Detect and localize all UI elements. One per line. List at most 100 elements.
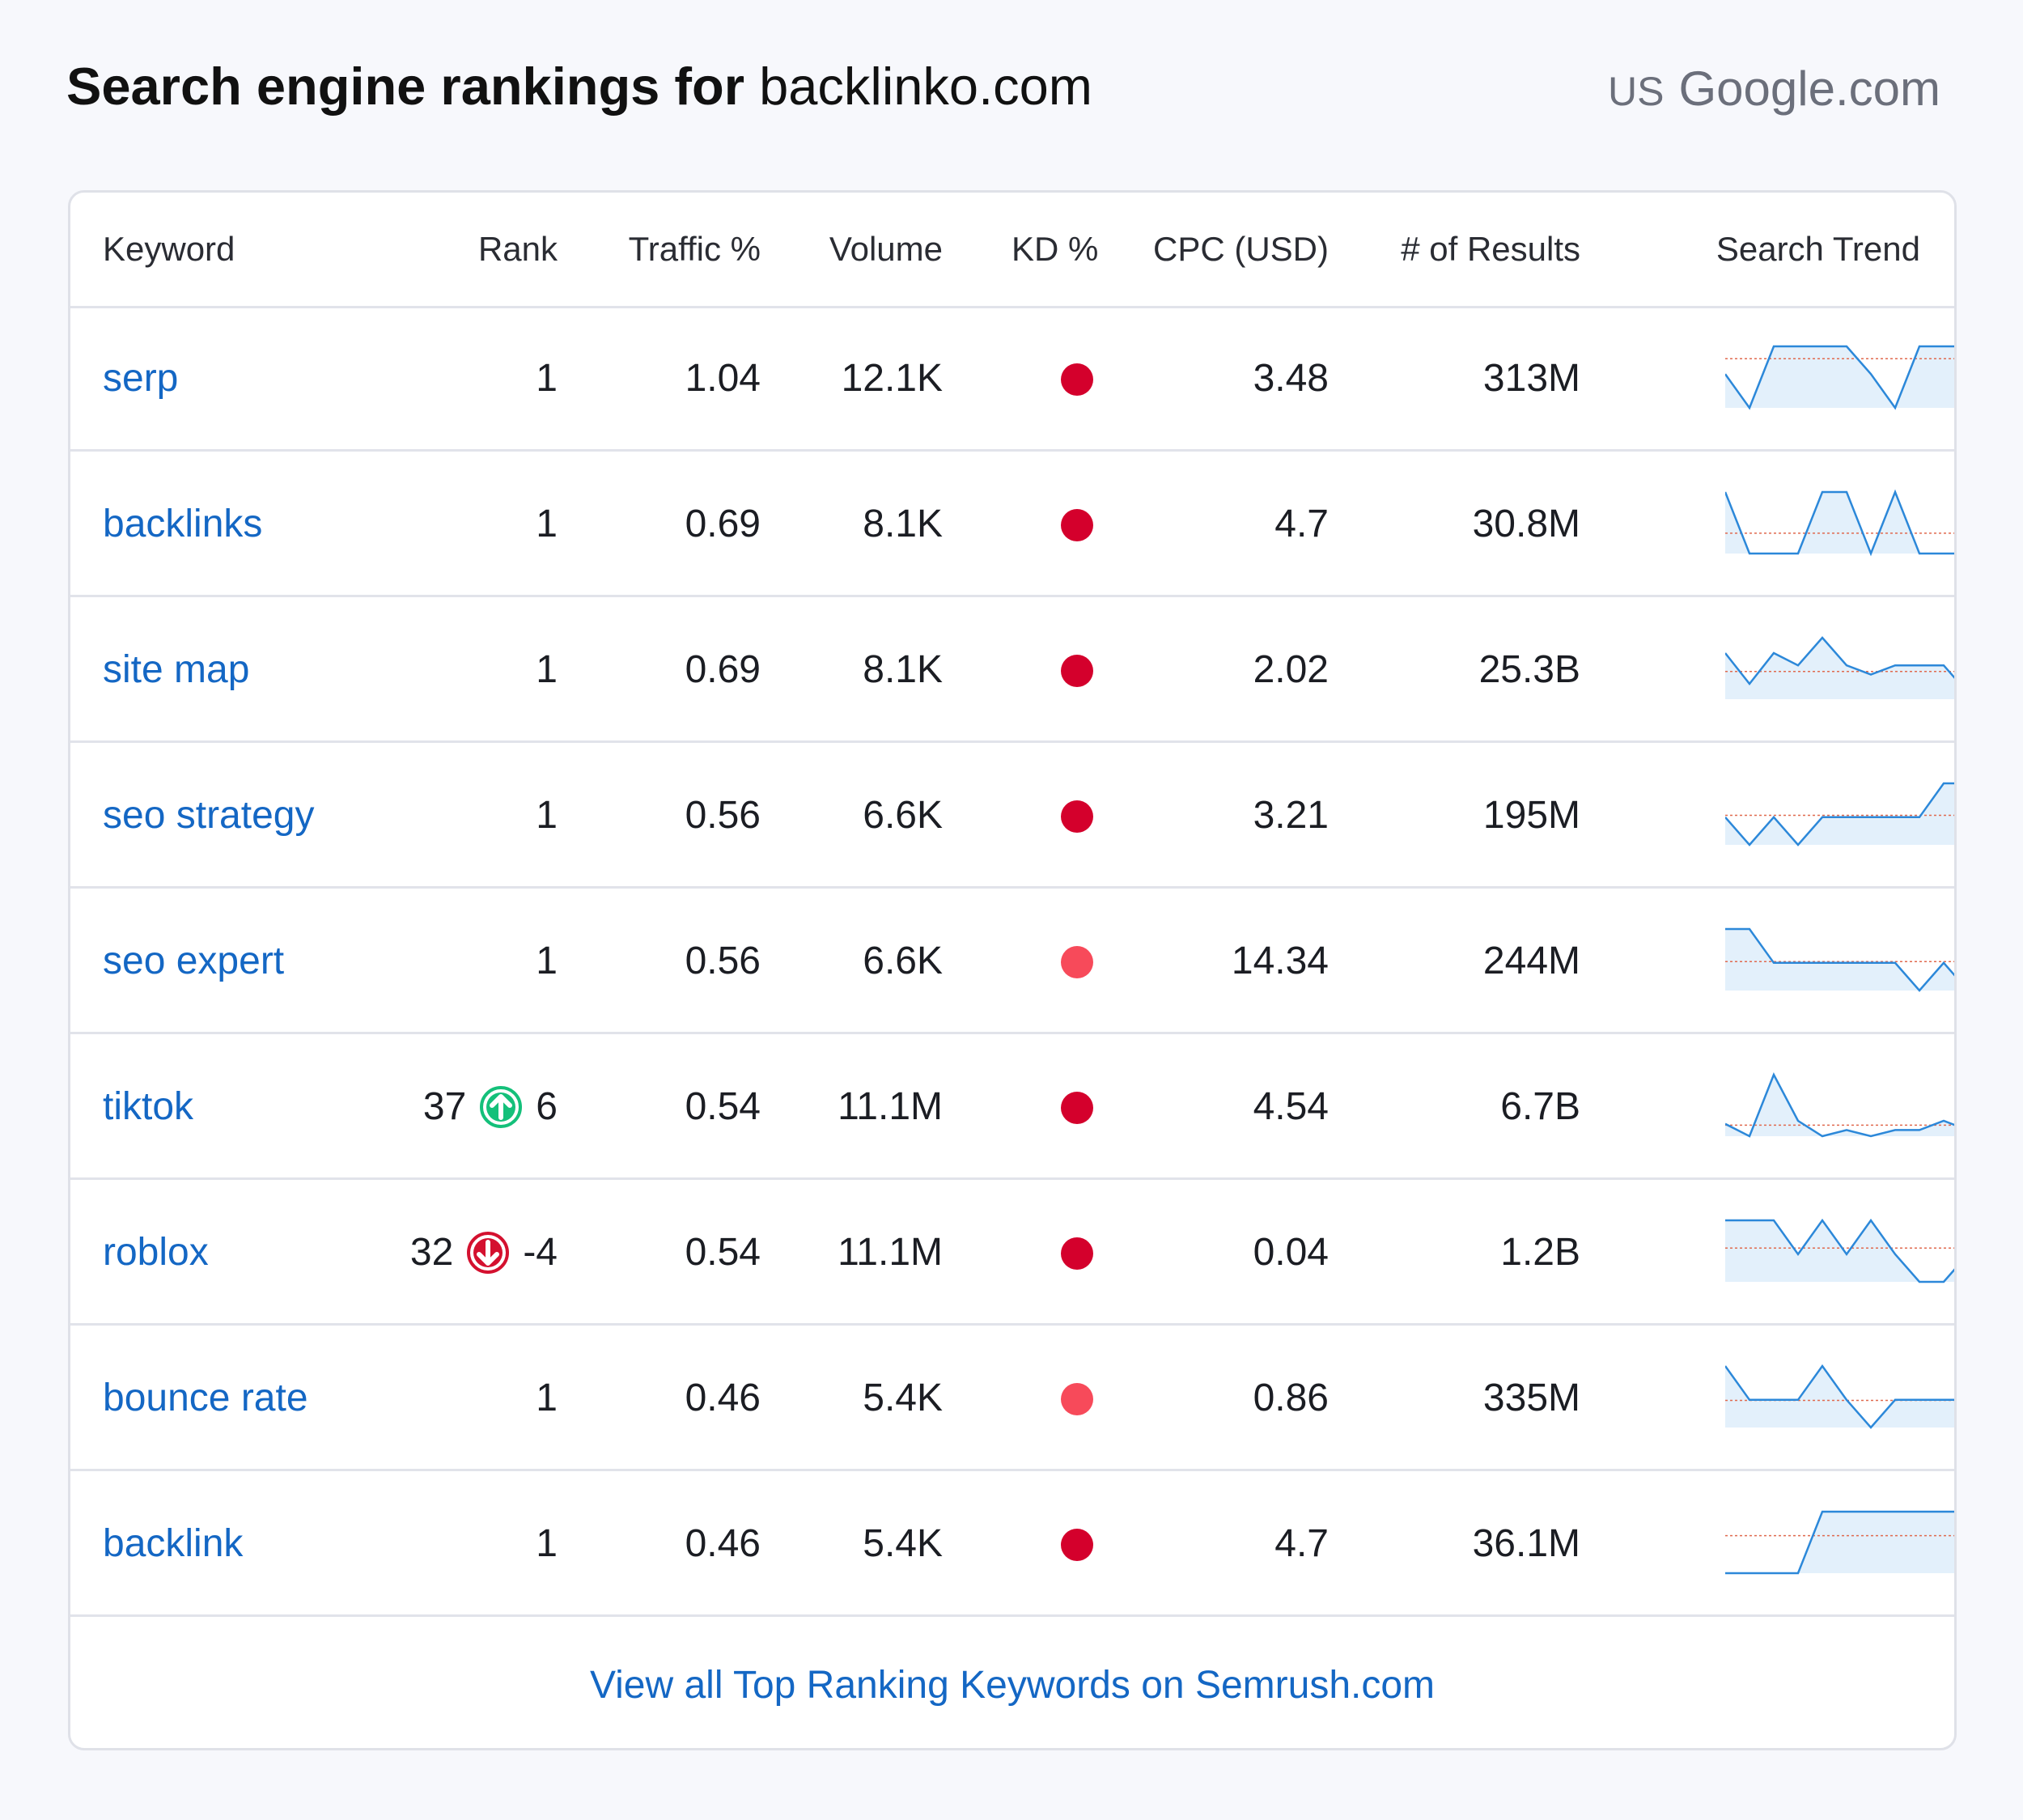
- rank-cell: 37 6: [423, 1083, 558, 1131]
- kd-difficulty-dot: [1061, 1092, 1093, 1124]
- cpc-value: 4.7: [1274, 503, 1329, 545]
- table-row: seo strategy 1 0.56 6.6K 3.21 195M: [70, 743, 1954, 889]
- keyword-link[interactable]: roblox: [103, 1231, 209, 1274]
- table-row: bounce rate 1 0.46 5.4K 0.86 335M: [70, 1326, 1954, 1471]
- trend-line: [1725, 927, 1954, 992]
- search-trend-sparkline: [1725, 782, 1954, 846]
- results-value: 1.2B: [1500, 1231, 1580, 1274]
- traffic-value: 0.46: [685, 1377, 761, 1419]
- arrow-up-icon: [480, 1086, 523, 1128]
- search-trend-sparkline: [1725, 1072, 1954, 1138]
- page-title: Search engine rankings for backlinko.com: [66, 50, 1092, 123]
- table-row: serp 1 1.04 12.1K 3.48 313M: [70, 306, 1954, 452]
- rank-change: 6: [536, 1085, 558, 1128]
- cpc-value: 3.21: [1253, 794, 1329, 837]
- cpc-value: 0.86: [1253, 1377, 1329, 1419]
- kd-difficulty-dot: [1061, 1529, 1093, 1561]
- cpc-value: 14.34: [1231, 940, 1329, 982]
- trend-line: [1725, 345, 1954, 410]
- view-all-keywords-link[interactable]: View all Top Ranking Keywords on Semrush…: [589, 1664, 1436, 1707]
- keyword-link[interactable]: serp: [103, 357, 179, 400]
- keyword-link[interactable]: seo expert: [103, 940, 285, 982]
- rank-value: 1: [536, 503, 558, 545]
- kd-difficulty-dot: [1061, 1383, 1093, 1415]
- traffic-value: 0.56: [685, 940, 761, 982]
- cpc-value: 4.7: [1274, 1522, 1329, 1565]
- col-header-results: # of Results: [1401, 230, 1580, 268]
- trend-line: [1725, 489, 1954, 557]
- keyword-link[interactable]: backlinks: [103, 503, 263, 545]
- kd-difficulty-dot: [1061, 655, 1093, 687]
- trend-area: [1725, 346, 1954, 408]
- table-row: backlink 1 0.46 5.4K 4.7 36.1M: [70, 1471, 1954, 1617]
- volume-value: 5.4K: [863, 1377, 943, 1419]
- results-value: 335M: [1482, 1377, 1580, 1419]
- keyword-link[interactable]: seo strategy: [103, 794, 315, 837]
- search-trend-sparkline: [1725, 1510, 1954, 1575]
- trend-area: [1725, 1075, 1954, 1136]
- volume-value: 11.1M: [838, 1231, 943, 1274]
- volume-value: 6.6K: [863, 940, 943, 982]
- cpc-value: 3.48: [1253, 357, 1329, 400]
- trend-line: [1725, 1510, 1954, 1575]
- trend-area: [1725, 1366, 1954, 1428]
- table-row: backlinks 1 0.69 8.1K 4.7 30.8M: [70, 452, 1954, 597]
- traffic-value: 0.69: [685, 648, 761, 691]
- prev-rank: 37: [422, 1085, 467, 1128]
- traffic-value: 0.46: [685, 1522, 761, 1565]
- rank-cell: 1: [536, 1374, 558, 1423]
- trend-area: [1725, 783, 1954, 845]
- rank-cell: 1: [536, 646, 558, 694]
- volume-value: 8.1K: [863, 503, 943, 545]
- keyword-link[interactable]: site map: [103, 648, 250, 691]
- rank-value: 1: [536, 794, 558, 837]
- kd-difficulty-dot: [1061, 1237, 1093, 1270]
- rank-change: -4: [523, 1231, 558, 1274]
- search-trend-sparkline: [1725, 636, 1954, 699]
- volume-value: 8.1K: [863, 648, 943, 691]
- volume-value: 11.1M: [838, 1085, 943, 1128]
- results-value: 30.8M: [1472, 503, 1580, 545]
- results-value: 36.1M: [1472, 1522, 1580, 1565]
- kd-difficulty-dot: [1061, 509, 1093, 541]
- page-title-domain: backlinko.com: [759, 57, 1092, 116]
- results-value: 6.7B: [1500, 1085, 1580, 1128]
- col-header-trend: Search Trend: [1716, 230, 1920, 268]
- search-trend-sparkline: [1725, 489, 1954, 557]
- cpc-value: 4.54: [1253, 1085, 1329, 1128]
- trend-line: [1725, 1218, 1954, 1283]
- keyword-link[interactable]: bounce rate: [103, 1377, 308, 1419]
- results-value: 244M: [1482, 940, 1580, 982]
- traffic-value: 1.04: [685, 357, 761, 400]
- page-title-prefix: Search engine rankings for: [66, 57, 745, 116]
- table-footer: View all Top Ranking Keywords on Semrush…: [70, 1623, 1954, 1748]
- cpc-value: 0.04: [1253, 1231, 1329, 1274]
- country-code: US: [1608, 69, 1665, 114]
- results-value: 195M: [1482, 794, 1580, 837]
- search-trend-sparkline: [1725, 927, 1954, 992]
- results-value: 25.3B: [1478, 648, 1580, 691]
- search-engine-label: US Google.com: [1608, 57, 1940, 124]
- rank-value: 1: [536, 1522, 558, 1565]
- col-header-kd: KD %: [1012, 230, 1099, 268]
- trend-line: [1725, 1364, 1954, 1429]
- arrow-down-icon: [467, 1232, 510, 1274]
- rank-value: 1: [536, 940, 558, 982]
- keyword-link[interactable]: tiktok: [103, 1085, 194, 1128]
- trend-line: [1725, 782, 1954, 846]
- prev-rank: 32: [409, 1231, 454, 1274]
- table-row: site map 1 0.69 8.1K 2.02 25.3B: [70, 597, 1954, 743]
- table-row: roblox 32 -4 0.54 11.1M 0.04 1.2B: [70, 1180, 1954, 1326]
- traffic-value: 0.56: [685, 794, 761, 837]
- kd-difficulty-dot: [1061, 946, 1093, 978]
- volume-value: 5.4K: [863, 1522, 943, 1565]
- trend-area: [1725, 1220, 1954, 1282]
- results-value: 313M: [1482, 357, 1580, 400]
- rank-cell: 1: [536, 500, 558, 549]
- col-header-volume: Volume: [829, 230, 943, 268]
- trend-line: [1725, 1072, 1954, 1138]
- trend-area: [1725, 492, 1954, 554]
- search-trend-sparkline: [1725, 1364, 1954, 1429]
- kd-difficulty-dot: [1061, 800, 1093, 833]
- keyword-link[interactable]: backlink: [103, 1522, 244, 1565]
